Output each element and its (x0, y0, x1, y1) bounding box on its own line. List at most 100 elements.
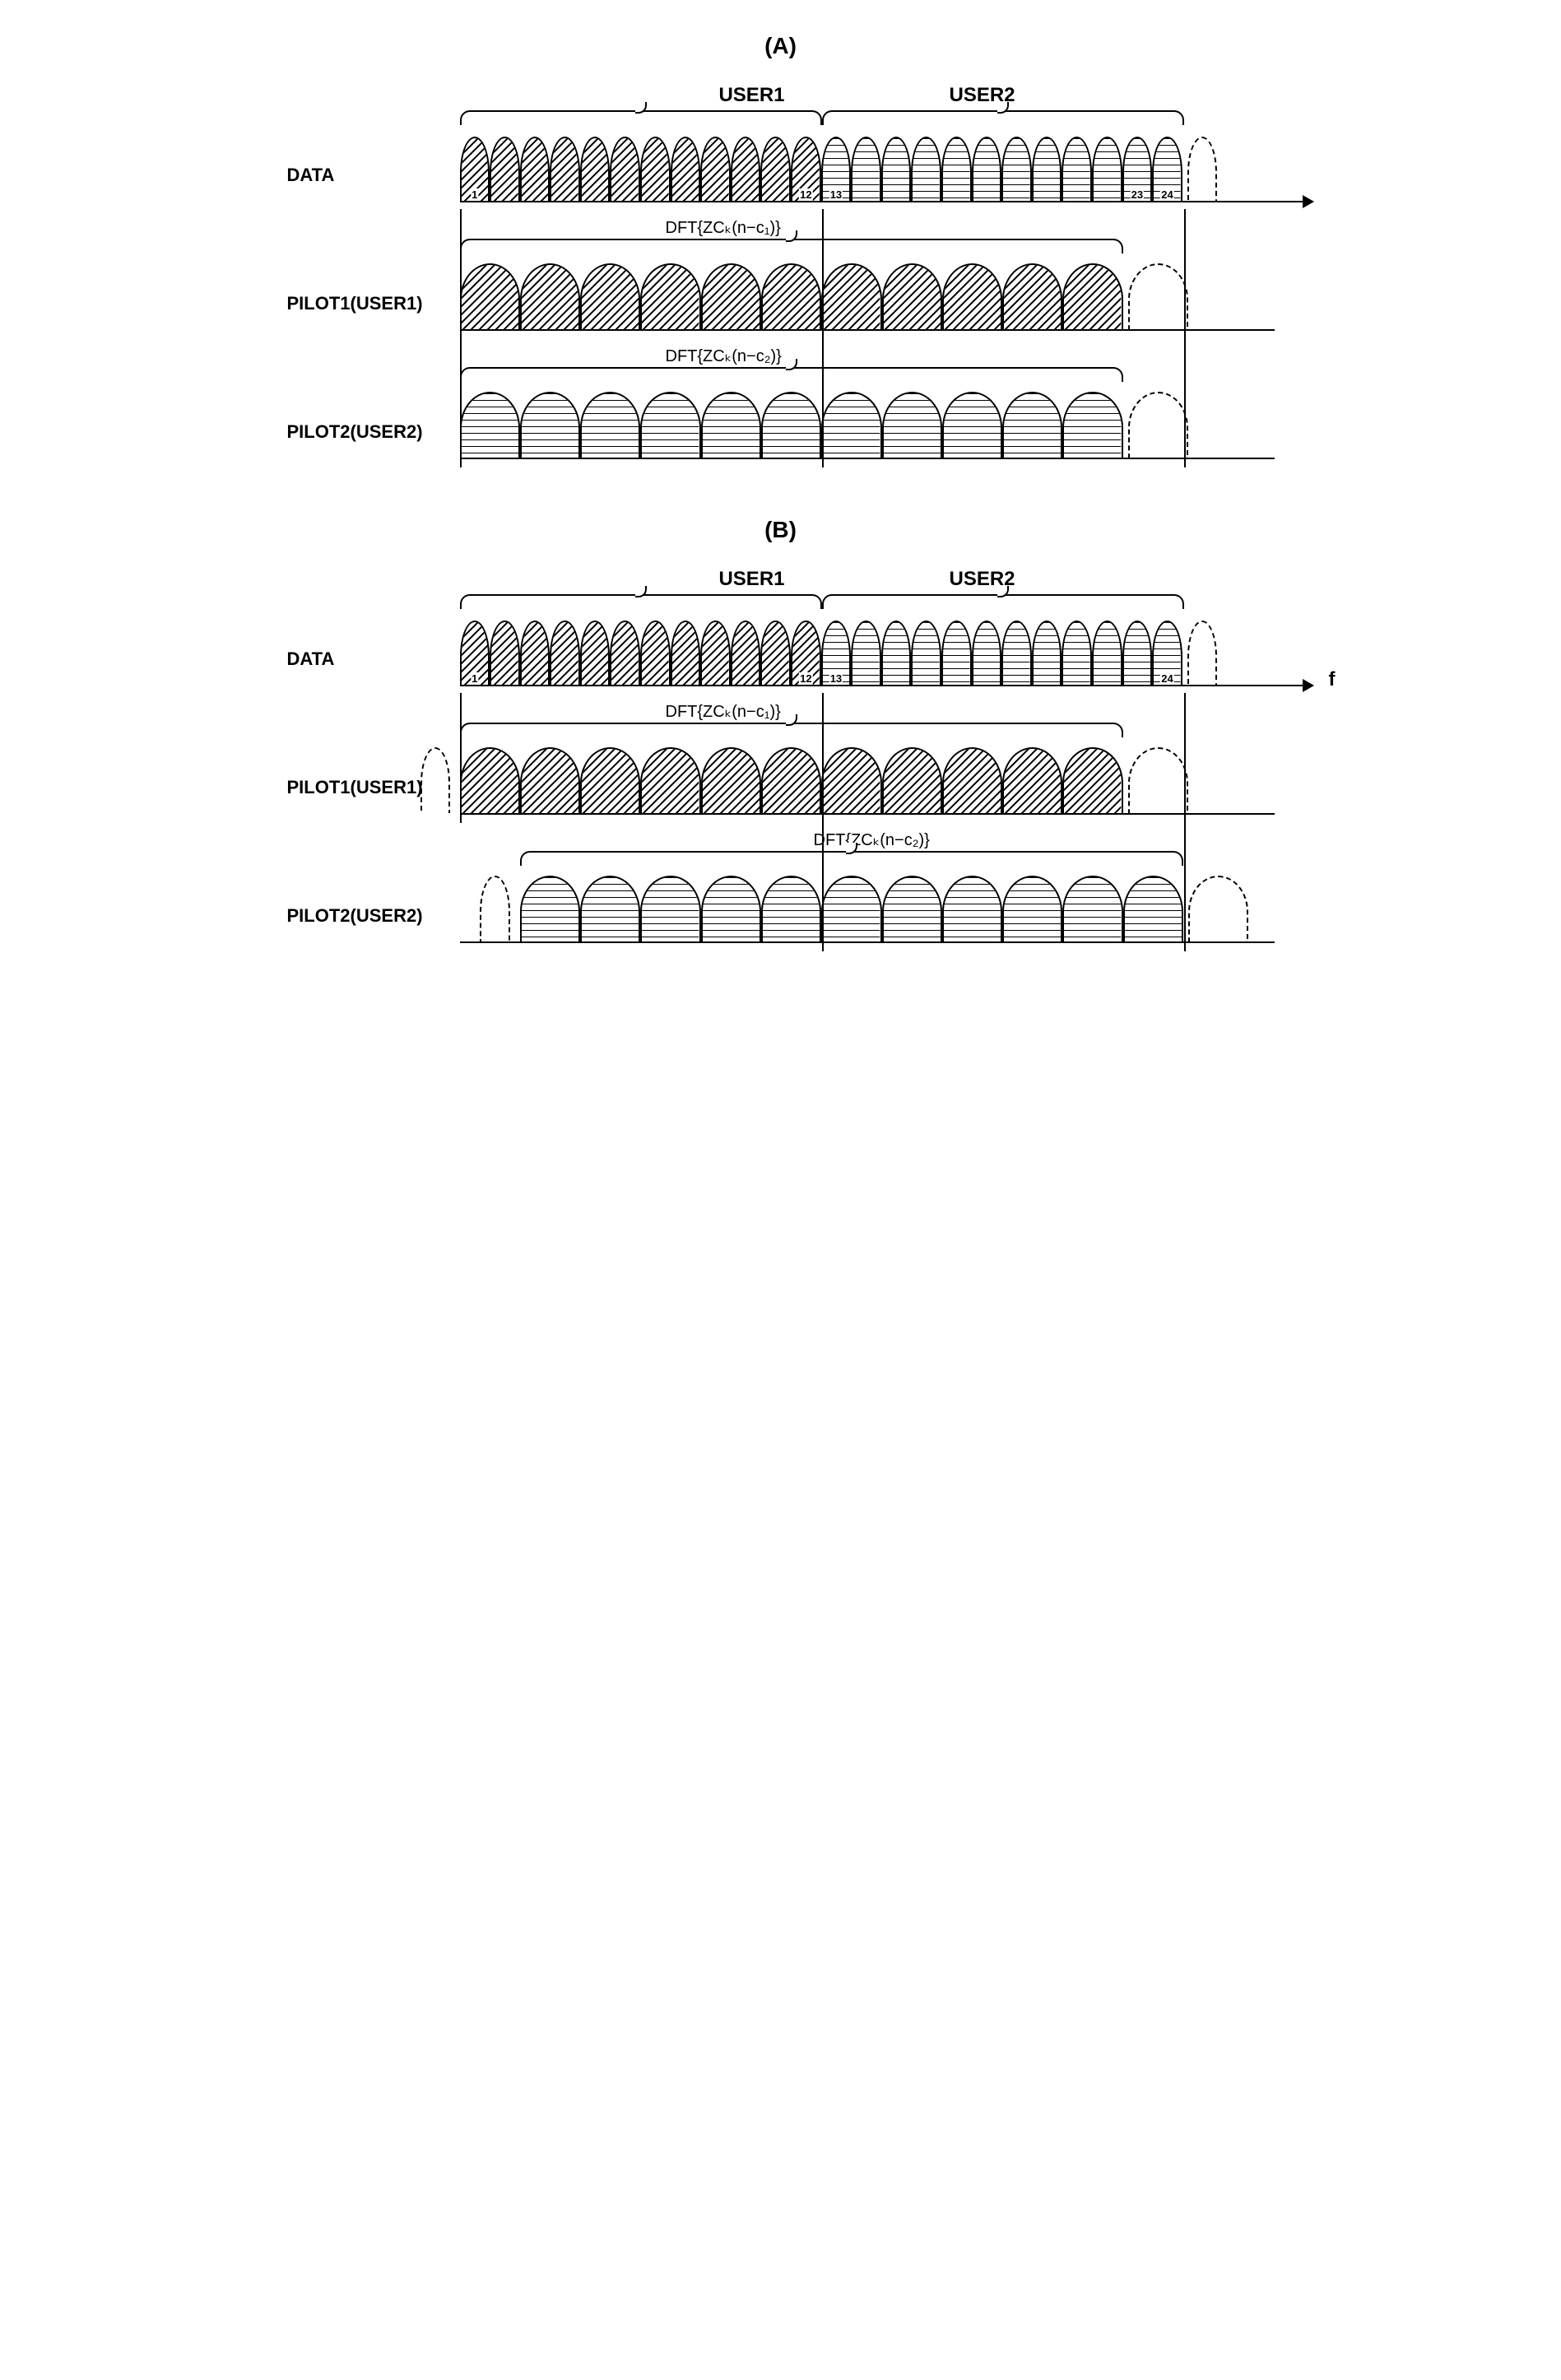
brace (460, 723, 1123, 737)
dft-formula: DFT{ZCₖ(n−c₁)} (666, 701, 781, 722)
row-label: PILOT2(USER2) (287, 905, 460, 951)
brace-row (460, 110, 1275, 128)
lobe (881, 621, 912, 686)
lobe (1062, 621, 1092, 686)
lobe (941, 621, 972, 686)
lobe (1062, 876, 1122, 941)
lobe (550, 137, 580, 202)
lobes-area (460, 741, 1275, 823)
row-label: DATA (287, 165, 460, 211)
lobes-area (460, 385, 1275, 467)
lobe (610, 621, 640, 686)
lobe (972, 137, 1002, 202)
lobe (761, 876, 821, 941)
lobe (1002, 747, 1062, 813)
lobe (1032, 137, 1062, 202)
lobe (942, 392, 1002, 458)
lobe (821, 392, 881, 458)
lobe-dashed (420, 747, 451, 813)
axis-line (460, 685, 1308, 686)
lobe (1092, 621, 1122, 686)
lobe (700, 621, 731, 686)
lobe (460, 747, 520, 813)
spectrum-row-data: DATA1121324f (287, 612, 1275, 695)
lobe (1062, 137, 1092, 202)
dft-label-row: DFT{ZCₖ(n−c₂)} (460, 830, 1275, 849)
lobe (701, 876, 761, 941)
lobe (460, 263, 520, 329)
lobe (701, 263, 761, 329)
lobes (460, 741, 1275, 815)
lobes (460, 385, 1275, 459)
lobe (640, 263, 700, 329)
axis-label: f (1329, 668, 1336, 691)
lobe (821, 876, 881, 941)
figure-body: USER1USER2 DATA 1 12 13 23 24 DFT{ZCₖ(n−c₁)} PIL… (287, 84, 1275, 467)
lobe (460, 392, 520, 458)
lobe-number: 13 (829, 672, 843, 685)
lobe (671, 621, 701, 686)
brace (822, 594, 1184, 609)
lobe: 23 (1122, 137, 1153, 202)
vertical-guide-line (1184, 693, 1186, 951)
lobe (942, 747, 1002, 813)
user-label: USER1 (718, 568, 784, 591)
brace (822, 110, 1184, 125)
brace-row (460, 239, 1275, 257)
lobe (640, 747, 700, 813)
axis-line (460, 201, 1308, 202)
lobe (942, 263, 1002, 329)
lobe (580, 392, 640, 458)
brace (520, 851, 1183, 866)
lobe (1062, 747, 1122, 813)
lobe-number: 12 (799, 188, 812, 201)
lobe: 13 (821, 137, 852, 202)
spectrum-row-pilot1: PILOT1(USER1) (287, 741, 1275, 823)
lobe-number: 1 (471, 188, 478, 201)
row-label: PILOT2(USER2) (287, 421, 460, 467)
lobe (550, 621, 580, 686)
lobe-dashed (1188, 876, 1248, 941)
lobe (760, 621, 791, 686)
brace (460, 367, 1123, 382)
lobe (1002, 876, 1062, 941)
dft-formula: DFT{ZCₖ(n−c₁)} (666, 217, 781, 238)
lobe (701, 747, 761, 813)
vertical-guide-line (822, 693, 824, 951)
lobe (851, 137, 881, 202)
lobe (610, 137, 640, 202)
lobe (911, 137, 941, 202)
lobe-number: 23 (1131, 188, 1144, 201)
spectrum-row-pilot1: PILOT1(USER1) (287, 257, 1275, 339)
lobe-number: 24 (1160, 188, 1173, 201)
lobes (460, 869, 1275, 943)
lobe: 24 (1152, 137, 1182, 202)
user-labels: USER1USER2 (460, 84, 1275, 107)
lobe (821, 747, 881, 813)
dft-label-row: DFT{ZCₖ(n−c₂)} (460, 346, 1275, 365)
lobe-number: 1 (471, 672, 478, 685)
lobe-dashed (480, 876, 510, 941)
dft-formula: DFT{ZCₖ(n−c₂)} (814, 830, 930, 850)
lobe: 12 (791, 137, 821, 202)
lobe (700, 137, 731, 202)
brace (460, 110, 822, 125)
lobe (882, 263, 942, 329)
lobe: 13 (821, 621, 852, 686)
lobe (1062, 263, 1122, 329)
lobe (671, 137, 701, 202)
row-label: DATA (287, 648, 460, 695)
lobe (640, 392, 700, 458)
lobe (1002, 263, 1062, 329)
lobe (942, 876, 1002, 941)
lobe (490, 137, 520, 202)
brace-row (460, 367, 1275, 385)
figure-body: USER1USER2DATA1121324fDFT{ZCₖ(n−c₁)}PILO… (287, 568, 1275, 951)
lobe-number: 12 (799, 672, 812, 685)
lobe-number: 24 (1160, 672, 1173, 685)
lobe (520, 263, 580, 329)
lobe-dashed (1187, 621, 1218, 686)
vertical-guide-line (460, 693, 462, 823)
figure-label: (B) (287, 517, 1275, 543)
lobe (1002, 392, 1062, 458)
